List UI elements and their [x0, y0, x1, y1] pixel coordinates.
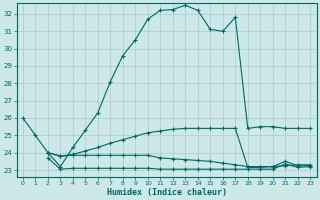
- X-axis label: Humidex (Indice chaleur): Humidex (Indice chaleur): [107, 188, 227, 197]
